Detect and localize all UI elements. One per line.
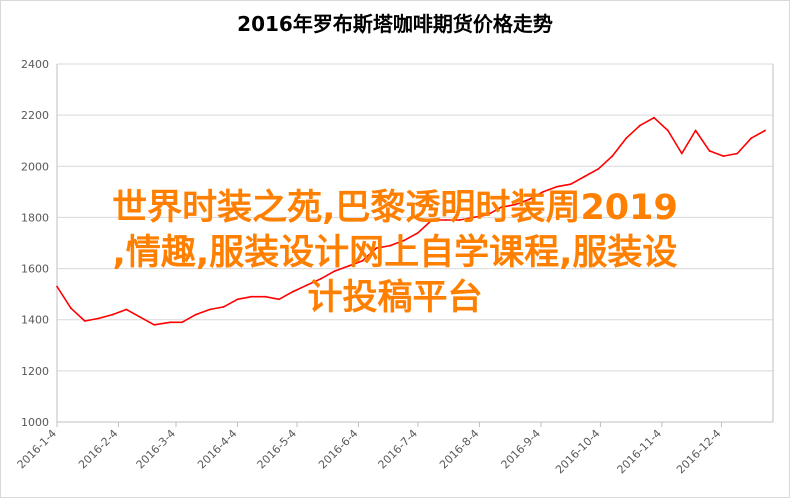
data-point — [347, 265, 350, 267]
data-point — [722, 155, 725, 157]
data-point — [389, 244, 392, 247]
y-tick-label: 1600 — [21, 263, 49, 276]
x-tick-label: 2016-2-4 — [76, 427, 121, 472]
y-tick-label: 2000 — [21, 160, 49, 173]
data-point — [169, 321, 171, 324]
axes — [56, 64, 774, 427]
x-tick-label: 2016-12-4 — [674, 427, 723, 476]
data-point — [625, 137, 628, 140]
x-tick-labels: 2016-1-4 2016-2-4 2016-3-4 2016-4-4 2016-5-4… — [15, 427, 724, 476]
data-point — [736, 152, 739, 155]
data-point — [708, 150, 711, 152]
data-point — [264, 295, 267, 298]
data-point — [403, 239, 405, 242]
data-point — [56, 285, 58, 288]
data-point — [611, 155, 614, 157]
data-point — [222, 306, 225, 308]
x-tick-label: 2016-9-4 — [499, 427, 544, 472]
data-point — [680, 152, 683, 155]
x-tick-label: 2016-8-4 — [437, 427, 482, 472]
chart-title: 2016年罗布斯塔咖啡期货价格走势 — [237, 12, 553, 36]
data-point — [430, 219, 433, 221]
data-point — [666, 129, 669, 132]
data-point — [514, 203, 517, 206]
x-tick-label: 2016-3-4 — [134, 427, 179, 472]
data-point — [555, 185, 558, 188]
x-tick-label: 2016-4-4 — [195, 427, 240, 472]
data-point — [597, 167, 600, 170]
x-tick-label: 2016-10-4 — [553, 427, 602, 476]
data-point — [472, 216, 475, 219]
data-point — [361, 260, 364, 262]
data-point — [333, 270, 336, 273]
data-point — [153, 323, 156, 326]
data-point — [125, 308, 128, 311]
data-point — [278, 298, 281, 301]
data-point — [569, 183, 572, 186]
data-point — [208, 308, 211, 311]
data-point — [583, 175, 586, 178]
data-point — [306, 284, 308, 287]
data-point — [69, 307, 72, 310]
x-tick-label: 2016-11-4 — [615, 427, 664, 476]
data-point — [375, 247, 378, 250]
data-point — [97, 317, 100, 320]
data-point — [694, 129, 697, 132]
data-point — [500, 206, 503, 209]
y-tick-labels: 1000 1200 1400 1600 1800 2000 2200 2400 — [21, 58, 49, 429]
data-point — [764, 129, 766, 132]
y-tick-label: 1000 — [21, 416, 49, 429]
y-tick-label: 1800 — [21, 211, 49, 224]
data-point — [542, 190, 544, 193]
x-tick-label: 2016-7-4 — [376, 427, 421, 472]
data-point — [194, 313, 197, 316]
data-point — [750, 137, 753, 140]
data-point — [458, 219, 461, 221]
data-point — [528, 198, 530, 201]
data-point — [83, 320, 86, 322]
data-point — [639, 124, 642, 127]
data-point — [111, 313, 114, 316]
data-point — [653, 116, 655, 119]
series-line — [56, 116, 766, 326]
x-tick-label: 2016-5-4 — [255, 427, 300, 472]
data-point — [417, 231, 419, 234]
y-tick-label: 1200 — [21, 365, 49, 378]
data-point — [292, 290, 294, 293]
y-tick-label: 2200 — [21, 109, 49, 122]
data-point — [236, 298, 239, 301]
y-tick-label: 2400 — [21, 58, 49, 71]
series-layer — [56, 116, 766, 326]
x-tick-label: 2016-6-4 — [316, 427, 361, 472]
data-point — [250, 295, 253, 298]
data-point — [444, 219, 447, 221]
data-point — [319, 277, 322, 280]
x-tick-label: 2016-1-4 — [15, 427, 60, 472]
data-point — [181, 321, 183, 324]
data-point — [139, 316, 142, 319]
data-point — [486, 213, 489, 216]
y-tick-label: 1400 — [21, 314, 49, 327]
gridlines — [57, 63, 773, 423]
